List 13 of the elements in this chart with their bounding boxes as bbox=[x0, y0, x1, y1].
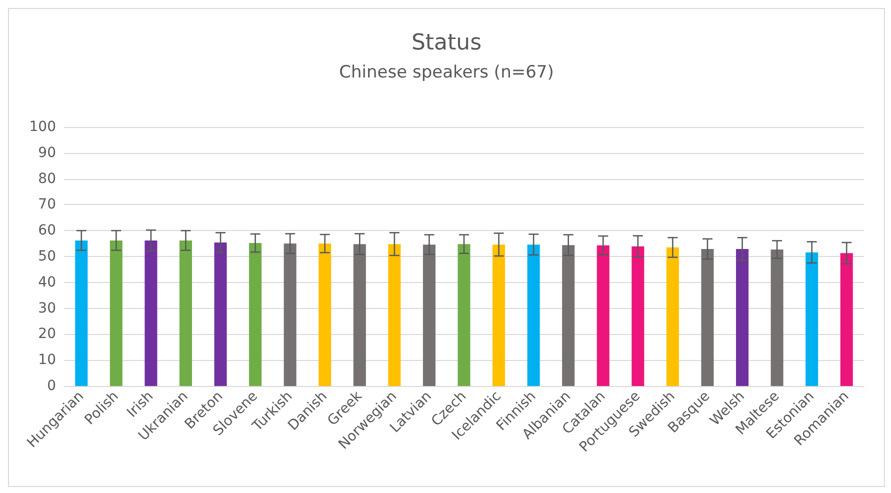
y-tick-label: 10 bbox=[38, 352, 56, 368]
y-tick-label: 20 bbox=[38, 326, 56, 342]
y-tick-label: 90 bbox=[38, 144, 56, 161]
y-tick-label: 40 bbox=[38, 274, 56, 290]
y-tick-label: 80 bbox=[38, 170, 56, 187]
y-tick-label: 100 bbox=[29, 119, 56, 135]
chart-subtitle: Chinese speakers (n=67) bbox=[339, 62, 554, 82]
chart-title: Status bbox=[411, 30, 482, 56]
y-tick-label: 30 bbox=[38, 300, 56, 316]
y-tick-label: 50 bbox=[38, 248, 56, 264]
y-tick-label: 0 bbox=[47, 378, 56, 394]
y-tick-label: 60 bbox=[38, 222, 56, 239]
y-tick-label: 70 bbox=[38, 196, 56, 213]
